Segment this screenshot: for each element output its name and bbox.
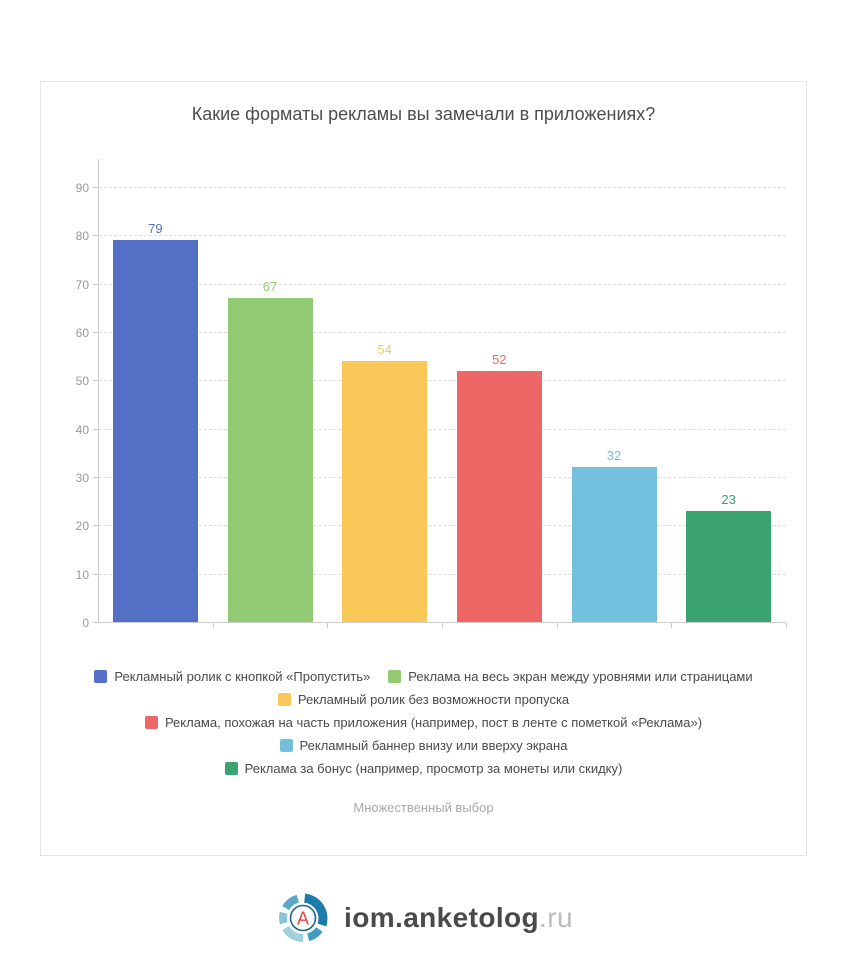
- legend-item-6: Реклама за бонус (например, просмотр за …: [224, 760, 623, 776]
- y-axis-label: 0: [82, 616, 89, 630]
- chart-legend: Рекламный ролик с кнопкой «Пропустить» Ре…: [41, 669, 806, 784]
- legend-item-3: Рекламный ролик без возможности пропуска: [277, 691, 570, 707]
- bar-value-label: 32: [606, 448, 622, 464]
- x-axis-line: [98, 622, 786, 623]
- y-axis-label: 70: [75, 277, 89, 292]
- y-axis-tick: [93, 525, 98, 527]
- bar-value-label: 79: [148, 221, 163, 237]
- y-axis-line: [98, 159, 99, 623]
- x-axis-tick: [671, 623, 673, 628]
- y-axis-tick: [93, 332, 98, 333]
- y-axis-label: 80: [75, 229, 89, 244]
- y-axis-tick: [93, 428, 98, 430]
- legend-marker-icon: [224, 761, 238, 775]
- bar-5: [571, 467, 657, 622]
- gridline-60: [99, 332, 786, 333]
- bar-value-label: 54: [377, 342, 392, 357]
- x-axis-tick: [327, 623, 329, 628]
- x-axis-tick: [786, 623, 787, 628]
- y-axis-tick: [93, 283, 98, 285]
- y-axis-label: 10: [75, 567, 89, 582]
- y-axis-tick: [93, 235, 98, 237]
- legend-row: Реклама, похожая на часть приложения (на…: [41, 714, 806, 730]
- gridline-90: [99, 187, 786, 188]
- legend-marker-icon: [94, 669, 108, 683]
- bar-2: [227, 298, 313, 622]
- bar-value-label: 67: [262, 279, 278, 295]
- plot-area: 0 10 20 30 40 50 60 70 80 90 79 67 54 52 32 23: [76, 159, 787, 630]
- gridline-50: [99, 380, 786, 382]
- legend-item-4: Реклама, похожая на часть приложения (на…: [144, 714, 703, 730]
- y-axis-tick: [93, 380, 98, 382]
- brand-main: iom.anketolog: [344, 902, 540, 933]
- x-axis-tick: [212, 623, 214, 628]
- legend-item-1: Рекламный ролик с кнопкой «Пропустить»: [94, 669, 370, 684]
- legend-marker-icon: [144, 715, 158, 729]
- chart-card: Какие форматы рекламы вы замечали в прил…: [40, 81, 807, 856]
- brand-suffix: .ru: [539, 902, 573, 933]
- legend-item-2: Реклама на весь экран между уровнями или…: [388, 668, 753, 684]
- legend-marker-icon: [279, 738, 293, 752]
- legend-label: Рекламный ролик без возможности пропуска: [297, 691, 570, 707]
- anketolog-logo-icon: A: [279, 893, 328, 942]
- y-axis-tick: [93, 622, 98, 623]
- legend-row: Реклама за бонус (например, просмотр за …: [41, 760, 806, 776]
- multiple-choice-note: Множественный выбор: [353, 800, 494, 815]
- legend-row: Рекламный ролик без возможности пропуска: [41, 691, 806, 707]
- y-axis-tick: [93, 573, 98, 575]
- bar-4: [456, 370, 542, 622]
- bar-value-label: 23: [721, 491, 736, 507]
- gridline-80: [99, 235, 786, 237]
- legend-label: Рекламный баннер внизу или вверху экрана: [299, 737, 568, 753]
- chart-title: Какие форматы рекламы вы замечали в прил…: [191, 104, 656, 124]
- y-axis-label: 50: [75, 374, 89, 389]
- x-axis-tick: [556, 623, 558, 628]
- y-axis-tick: [93, 477, 98, 478]
- gridline-40: [99, 428, 786, 430]
- legend-row: Рекламный ролик с кнопкой «Пропустить» Ре…: [41, 668, 806, 684]
- gridline-10: [99, 573, 786, 575]
- legend-marker-icon: [388, 669, 402, 683]
- legend-label: Рекламный ролик с кнопкой «Пропустить»: [114, 668, 371, 684]
- y-axis-label: 20: [75, 519, 89, 534]
- y-axis-label: 60: [75, 326, 89, 340]
- legend-row: Рекламный баннер внизу или вверху экрана: [41, 737, 806, 753]
- x-axis-tick: [442, 623, 443, 628]
- y-axis-label: 30: [75, 471, 89, 485]
- logo-letter: A: [297, 909, 309, 929]
- legend-label: Реклама за бонус (например, просмотр за …: [244, 760, 623, 776]
- legend-label: Реклама, похожая на часть приложения (на…: [164, 714, 703, 730]
- gridline-70: [99, 283, 786, 285]
- legend-item-5: Рекламный баннер внизу или вверху экрана: [279, 737, 568, 753]
- legend-marker-icon: [277, 692, 291, 706]
- gridline-30: [99, 477, 786, 478]
- bar-value-label: 52: [492, 351, 507, 367]
- bar-3: [342, 361, 428, 622]
- bar-1: [112, 240, 198, 622]
- y-axis-tick: [93, 187, 98, 188]
- y-axis-label: 90: [75, 181, 89, 195]
- y-axis-label: 40: [75, 422, 89, 437]
- bar-6: [686, 510, 772, 622]
- brand-text: iom.anketolog.ru: [344, 902, 573, 934]
- brand-footer[interactable]: A iom.anketolog.ru: [0, 888, 848, 948]
- gridline-20: [99, 525, 786, 527]
- legend-label: Реклама на весь экран между уровнями или…: [408, 668, 753, 684]
